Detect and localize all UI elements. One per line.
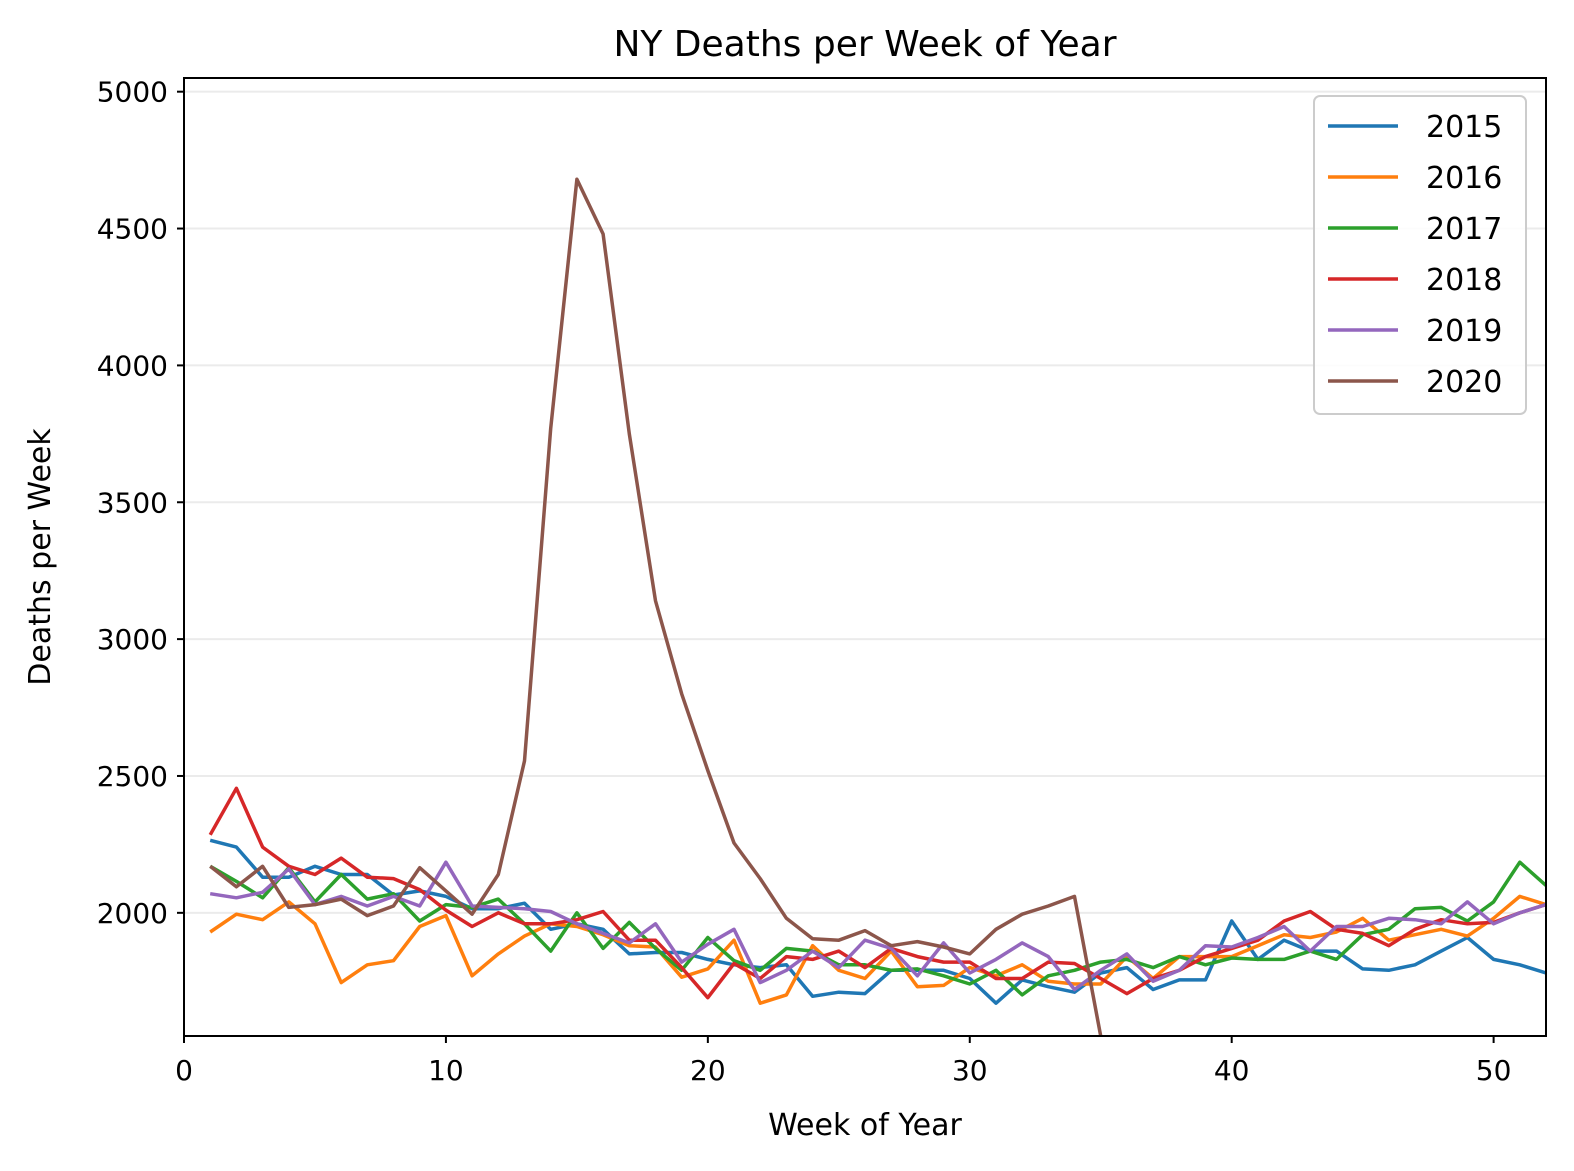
legend-item: 2018 [1328,263,1502,298]
x-tick-label: 10 [428,1054,464,1087]
x-tick-label: 0 [175,1054,193,1087]
y-tick-label: 2500 [97,760,168,793]
series-line-2020 [209,177,1103,1036]
legend-item: 2019 [1328,314,1502,349]
y-tick-label: 2000 [97,897,168,930]
x-axis-label: Week of Year [768,1108,962,1143]
legend: 2015 2016 2017 2018 2019 2020 [1313,95,1527,415]
plot-frame [183,77,1547,1037]
y-tick-label: 4000 [97,349,168,382]
series-line-2016 [209,894,1546,1005]
legend-label: 2020 [1426,365,1502,400]
series-line-2017 [209,860,1546,997]
series-line-2015 [209,838,1546,1005]
chart-title: NY Deaths per Week of Year [613,24,1116,65]
y-tick-label: 5000 [97,76,168,109]
y-tick-label: 3000 [97,623,168,656]
x-axis-ticks: 0 10 20 30 40 50 [175,1036,1511,1087]
y-axis-ticks: 2000 2500 3000 3500 4000 4500 5000 [97,76,184,930]
x-tick-label: 50 [1476,1054,1512,1087]
legend-item: 2016 [1328,161,1502,196]
legend-label: 2015 [1426,110,1502,145]
y-axis-label: Deaths per Week [23,428,58,686]
legend-item: 2017 [1328,212,1502,247]
legend-label: 2019 [1426,314,1502,349]
x-tick-label: 20 [690,1054,726,1087]
series-line-2019 [209,860,1546,992]
series-line-2018 [208,786,1546,1000]
legend-label: 2016 [1426,161,1502,196]
series-lines [208,177,1546,1036]
legend-label: 2017 [1426,212,1502,247]
x-tick-label: 30 [952,1054,988,1087]
y-tick-label: 4500 [97,213,168,246]
y-tick-label: 3500 [97,486,168,519]
x-tick-label: 40 [1214,1054,1250,1087]
legend-label: 2018 [1426,263,1502,298]
legend-item: 2020 [1328,365,1502,400]
legend-item: 2015 [1328,110,1502,145]
